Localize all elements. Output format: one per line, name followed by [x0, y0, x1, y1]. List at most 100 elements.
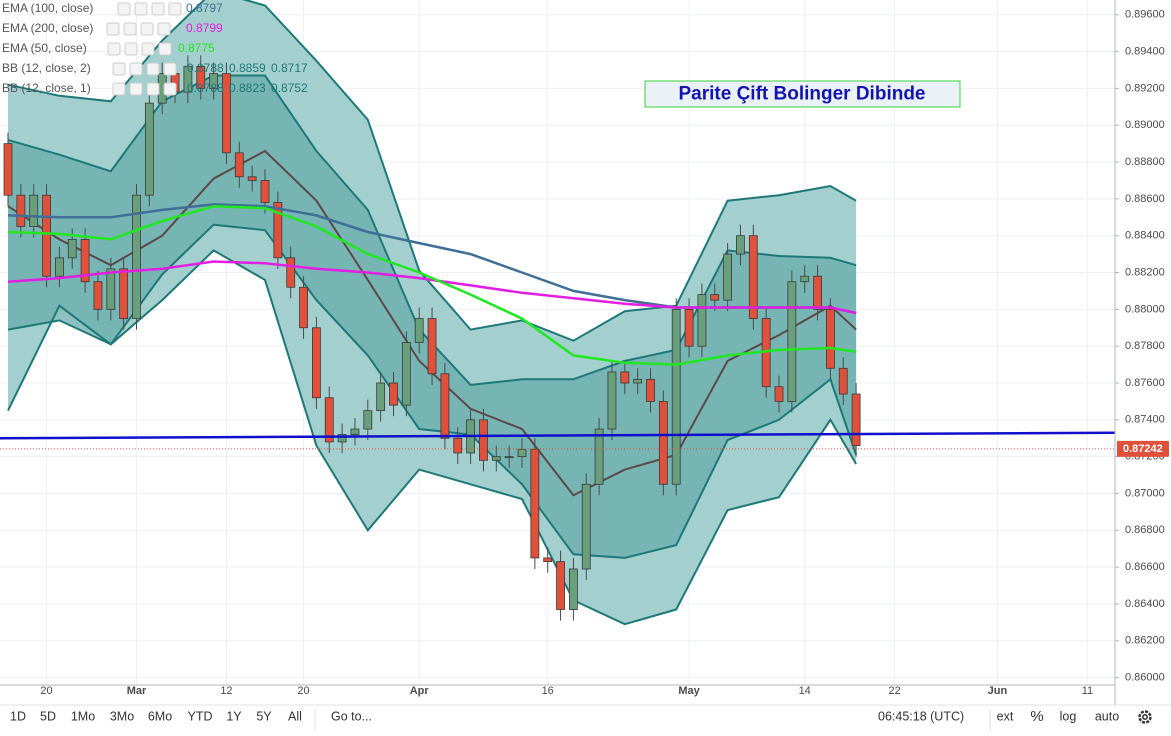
legend-icon[interactable] [112, 62, 126, 76]
trend-line [0, 431, 1115, 440]
axes: 0.86000 0.86200 0.86400 0.86600 0.86800 0.870… [40, 9, 1169, 697]
legend: EMA (100, close) 0.8797 EMA (200, close) 0.… [2, 1, 308, 96]
legend-icon[interactable] [158, 42, 172, 56]
candle-body [119, 268, 129, 319]
option-button[interactable]: % [1030, 708, 1043, 725]
legend-icon[interactable] [163, 62, 177, 76]
candle-body [144, 102, 154, 196]
range-button[interactable]: 5D [40, 709, 56, 723]
range-button[interactable]: YTD [188, 709, 213, 723]
legend-icon[interactable] [117, 2, 131, 16]
option-button[interactable]: ext [997, 709, 1014, 723]
x-tick-label: 20 [40, 685, 52, 697]
legend-icon[interactable] [146, 62, 160, 76]
option-button[interactable]: log [1060, 709, 1077, 723]
legend-icon[interactable] [129, 62, 143, 76]
range-button[interactable]: 1Mo [71, 709, 95, 723]
candle-body [813, 275, 822, 310]
range-button[interactable]: 6Mo [148, 709, 172, 723]
legend-name: BB (12, close, 2) [2, 61, 91, 75]
candle-body [29, 194, 39, 227]
legend-icon[interactable] [129, 82, 143, 96]
legend-icon[interactable] [168, 2, 182, 16]
x-tick-label: Jun [988, 685, 1008, 697]
range-button[interactable]: 1D [10, 709, 26, 723]
candle-body [337, 434, 347, 443]
goto-button[interactable]: Go to... [331, 709, 372, 723]
candle-body [620, 371, 630, 384]
legend-icon[interactable] [141, 42, 155, 56]
y-tick-label: 0.89200 [1125, 82, 1165, 94]
candle-body [209, 73, 219, 89]
candle-body [581, 483, 591, 570]
legend-icon[interactable] [163, 82, 177, 96]
candle-body [736, 235, 745, 255]
annotation-box [644, 80, 961, 108]
candle-body [324, 397, 334, 443]
x-tick-label: 11 [1082, 685, 1093, 697]
legend-icon[interactable] [124, 42, 138, 56]
legend-icon[interactable] [140, 22, 154, 36]
y-tick-label: 0.88800 [1125, 156, 1165, 168]
candle-body [16, 194, 26, 227]
y-tick-label: 0.87800 [1125, 340, 1165, 352]
candle-body [826, 308, 835, 369]
candle-body [80, 238, 90, 283]
last-price-tag [1117, 440, 1169, 457]
legend-icon[interactable] [123, 22, 137, 36]
x-tick-label: 16 [542, 685, 554, 697]
x-tick-label: Apr [410, 685, 430, 697]
candle-body [222, 73, 231, 154]
candle-body [389, 382, 398, 406]
candle-body [196, 65, 206, 89]
option-button[interactable]: auto [1095, 709, 1119, 723]
range-button[interactable]: 1Y [226, 709, 242, 723]
legend-icon[interactable] [106, 22, 120, 36]
candle-body [440, 373, 450, 439]
candle-body [838, 367, 848, 395]
candle-body [93, 281, 103, 310]
legend-icon[interactable] [146, 82, 160, 96]
candle-body [299, 286, 308, 329]
range-button[interactable]: 5Y [256, 709, 272, 723]
candle-body [260, 180, 270, 203]
candle-body [491, 456, 501, 461]
candle-body [453, 437, 463, 454]
legend-value: 0.8775 [178, 41, 215, 55]
range-button[interactable]: 3Mo [110, 709, 134, 723]
legend-icon[interactable] [151, 2, 165, 16]
legend-name: EMA (100, close) [2, 1, 93, 15]
legend-icon[interactable] [134, 2, 148, 16]
y-tick-label: 0.88600 [1125, 193, 1165, 205]
candle-body [427, 318, 437, 375]
candle-body [530, 448, 540, 559]
legend-value: 0.8788 [187, 61, 224, 75]
legend-icon[interactable] [112, 82, 126, 96]
x-tick-label: 12 [220, 685, 232, 697]
legend-icon[interactable] [157, 22, 171, 36]
last-price-label: 0.87242 [1123, 443, 1163, 455]
toolbar: 1D 5D 1Mo 3Mo 6Mo YTD 1Y 5Y All Go to... 06:45:18 … [0, 704, 1171, 736]
settings-icon[interactable] [1138, 710, 1152, 724]
legend-icon[interactable] [107, 42, 121, 56]
candle-body [800, 275, 810, 283]
candle-body [273, 202, 283, 259]
x-tick-label: Mar [127, 685, 147, 697]
annotation: Parite Çift Bolinger Dibinde [678, 84, 925, 105]
y-tick-label: 0.87400 [1125, 414, 1165, 426]
y-tick-label: 0.88400 [1125, 230, 1165, 242]
candle-body [774, 386, 784, 402]
range-button[interactable]: All [288, 709, 302, 723]
band-fill [8, 75, 857, 558]
legend-value: 0.8797 [186, 1, 223, 15]
candle-body [311, 327, 321, 399]
legend-value: 0.8752 [271, 81, 308, 95]
candle-body [710, 294, 720, 301]
toolbar-bg [0, 705, 1171, 736]
candle-body [247, 176, 257, 181]
x-tick-label: 20 [297, 685, 309, 697]
candle-body [697, 294, 707, 347]
ema-line [7, 260, 857, 315]
candle-body [401, 342, 411, 406]
x-tick-label: 22 [889, 685, 901, 697]
